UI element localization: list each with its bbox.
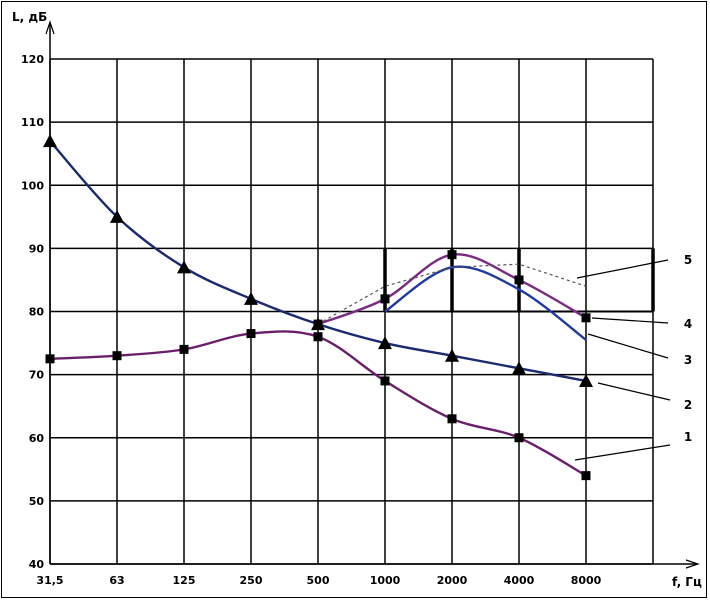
marker-s1-8 (581, 471, 591, 481)
marker-s4-3 (514, 275, 524, 285)
marker-s1-7 (514, 433, 524, 443)
marker-s1-1 (112, 351, 122, 361)
y-tick-90: 90 (29, 242, 45, 255)
series-line-3 (384, 265, 587, 341)
y-tick-labels: 40 50 60 70 80 90 100 110 120 (21, 53, 44, 571)
callout-leader-4 (591, 317, 669, 324)
y-tick-70: 70 (29, 369, 45, 382)
callout-leader-3 (587, 333, 669, 359)
marker-s4-2 (447, 250, 457, 260)
marker-s1-0 (45, 354, 55, 364)
y-tick-50: 50 (29, 495, 45, 508)
y-tick-60: 60 (29, 432, 45, 445)
y-tick-110: 110 (21, 116, 44, 129)
marker-s2-5 (378, 336, 392, 350)
callout-leader-2 (597, 382, 671, 401)
marker-s2-6 (445, 348, 459, 362)
series-line-5 (317, 263, 587, 325)
x-tick-2000: 2000 (437, 574, 468, 587)
callout-label-5: 5 (684, 253, 692, 267)
callout-label-4: 4 (684, 317, 692, 331)
marker-s1-6 (447, 414, 457, 424)
callout-label-1: 1 (684, 430, 692, 444)
series-markers (43, 134, 593, 481)
x-tick-labels: 31,5 63 125 250 500 1000 2000 4000 8000 (36, 574, 601, 587)
y-tick-40: 40 (29, 558, 45, 571)
callout-label-3: 3 (684, 353, 692, 367)
x-tick-8000: 8000 (571, 574, 602, 587)
marker-s1-3 (246, 329, 256, 339)
marker-s1-5 (380, 376, 390, 386)
marker-s4-4 (581, 313, 591, 323)
marker-s2-1 (110, 209, 124, 223)
y-tick-80: 80 (29, 306, 45, 319)
x-tick-4000: 4000 (504, 574, 535, 587)
marker-s2-3 (244, 291, 258, 305)
x-tick-125: 125 (173, 574, 196, 587)
marker-s2-0 (43, 134, 57, 148)
marker-s2-7 (512, 361, 526, 375)
marker-s1-2 (179, 344, 189, 354)
x-tick-63: 63 (109, 574, 124, 587)
y-axis-arrow (45, 20, 55, 35)
marker-s4-0 (313, 319, 323, 329)
marker-s4-1 (380, 294, 390, 304)
x-axis-arrow (685, 559, 700, 569)
axes (45, 20, 700, 569)
y-tick-120: 120 (21, 53, 44, 66)
y-axis-label: L, дБ (12, 10, 47, 24)
marker-s2-2 (177, 260, 191, 274)
marker-s1-4 (313, 332, 323, 342)
x-tick-500: 500 (307, 574, 330, 587)
callout-leader-5 (576, 259, 669, 279)
x-tick-250: 250 (240, 574, 263, 587)
series-callouts: 1 2 3 4 5 (574, 253, 692, 461)
x-axis-label: f, Гц (672, 575, 702, 589)
marker-s2-8 (579, 373, 593, 387)
x-tick-1000: 1000 (370, 574, 401, 587)
y-tick-100: 100 (21, 179, 44, 192)
x-tick-31,5: 31,5 (36, 574, 63, 587)
callout-label-2: 2 (684, 398, 692, 412)
callout-leader-1 (574, 444, 671, 461)
